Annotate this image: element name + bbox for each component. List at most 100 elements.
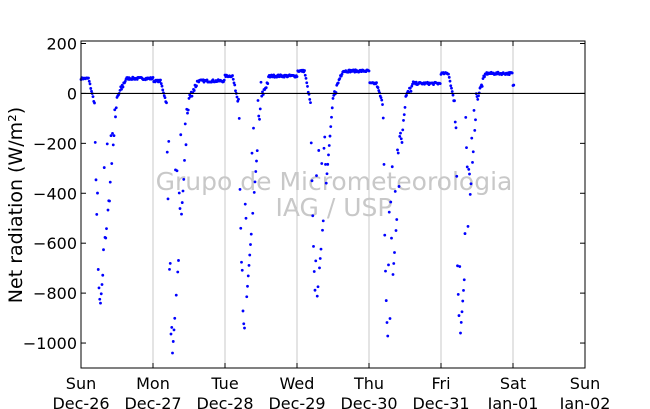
data-point-28 xyxy=(100,283,104,286)
x-tick-date-5: Dec-31 xyxy=(412,394,469,409)
data-point-434 xyxy=(405,93,408,97)
data-point-516 xyxy=(466,225,470,228)
data-point-491 xyxy=(447,75,451,79)
data-point-116 xyxy=(166,197,170,201)
x-tick-weekday-2: Tue xyxy=(210,374,238,393)
data-point-509 xyxy=(461,299,465,303)
x-axis-ticks: SunDec-26MonDec-27TueDec-28WedDec-29ThuD… xyxy=(52,41,610,409)
data-point-520 xyxy=(469,182,473,186)
watermark-line-2: IAG / USP xyxy=(276,193,393,222)
x-tick-date-4: Dec-30 xyxy=(340,394,397,409)
data-point-224 xyxy=(247,264,251,267)
data-point-220 xyxy=(244,216,248,220)
data-point-35 xyxy=(105,142,109,146)
data-point-321 xyxy=(320,162,324,165)
data-point-125 xyxy=(173,316,177,320)
data-point-428 xyxy=(400,141,404,144)
data-point-107 xyxy=(159,82,163,85)
data-point-575 xyxy=(510,71,514,75)
data-point-325 xyxy=(323,135,327,139)
data-point-151 xyxy=(192,89,196,92)
data-point-135 xyxy=(180,201,184,204)
data-point-422 xyxy=(396,148,399,152)
data-point-329 xyxy=(326,162,330,166)
data-point-129 xyxy=(176,270,180,274)
data-point-211 xyxy=(237,116,241,120)
data-point-320 xyxy=(319,247,323,251)
data-point-318 xyxy=(318,266,321,270)
data-point-132 xyxy=(178,207,182,210)
data-point-514 xyxy=(465,146,468,150)
y-tick-label-5: −800 xyxy=(33,284,77,303)
data-point-305 xyxy=(308,97,312,101)
data-point-397 xyxy=(377,89,381,92)
data-point-242 xyxy=(261,90,264,94)
data-point-322 xyxy=(321,228,324,232)
data-point-134 xyxy=(180,212,183,216)
data-point-215 xyxy=(240,268,244,272)
data-point-247 xyxy=(264,86,268,90)
data-point-228 xyxy=(250,151,254,155)
data-point-223 xyxy=(246,274,250,278)
data-point-288 xyxy=(295,75,299,79)
data-point-494 xyxy=(450,86,453,90)
data-point-496 xyxy=(451,93,455,97)
data-point-216 xyxy=(241,309,245,313)
data-point-44 xyxy=(112,134,116,138)
data-point-348 xyxy=(340,72,344,76)
data-point-538 xyxy=(483,75,486,79)
data-point-142 xyxy=(186,111,189,115)
data-point-330 xyxy=(327,153,330,157)
data-point-13 xyxy=(89,87,93,90)
data-point-109 xyxy=(161,88,165,92)
data-point-493 xyxy=(449,84,453,88)
data-point-137 xyxy=(182,178,186,181)
data-point-12 xyxy=(88,82,92,86)
data-point-525 xyxy=(473,129,477,132)
data-point-406 xyxy=(384,269,387,273)
data-point-120 xyxy=(169,332,173,336)
data-point-148 xyxy=(190,94,194,98)
data-point-519 xyxy=(468,193,472,196)
data-point-335 xyxy=(330,106,334,110)
data-point-299 xyxy=(303,73,307,77)
data-point-414 xyxy=(390,236,393,240)
data-point-423 xyxy=(396,151,400,155)
data-point-227 xyxy=(249,232,253,236)
data-point-518 xyxy=(468,172,471,176)
data-point-508 xyxy=(460,310,464,314)
data-point-106 xyxy=(159,78,162,82)
data-point-515 xyxy=(465,165,469,169)
data-point-417 xyxy=(392,262,396,265)
data-point-257 xyxy=(272,73,276,77)
data-point-502 xyxy=(456,264,459,268)
data-point-41 xyxy=(110,162,114,165)
x-tick-date-3: Dec-29 xyxy=(268,394,325,409)
data-point-40 xyxy=(109,134,113,138)
x-tick-weekday-5: Fri xyxy=(431,374,450,393)
data-point-334 xyxy=(330,115,333,119)
data-point-577 xyxy=(512,83,516,87)
data-point-298 xyxy=(303,69,306,72)
x-tick-date-2: Dec-28 xyxy=(196,394,253,409)
data-point-123 xyxy=(171,340,175,343)
data-point-234 xyxy=(255,159,258,163)
data-point-412 xyxy=(388,317,392,320)
y-tick-label-3: −400 xyxy=(33,184,77,203)
data-point-136 xyxy=(181,189,185,193)
data-point-122 xyxy=(171,351,174,355)
data-point-47 xyxy=(114,106,118,110)
data-point-306 xyxy=(309,101,312,104)
data-point-307 xyxy=(309,141,313,145)
y-tick-label-6: −1000 xyxy=(23,334,77,353)
data-point-191 xyxy=(222,78,226,82)
data-point-501 xyxy=(455,174,459,178)
data-point-424 xyxy=(397,185,401,188)
data-point-117 xyxy=(167,140,171,143)
data-point-229 xyxy=(251,211,255,215)
data-point-235 xyxy=(255,149,259,153)
data-point-439 xyxy=(408,86,412,90)
data-point-121 xyxy=(170,325,174,329)
data-point-119 xyxy=(168,262,172,265)
data-point-56 xyxy=(121,85,125,89)
